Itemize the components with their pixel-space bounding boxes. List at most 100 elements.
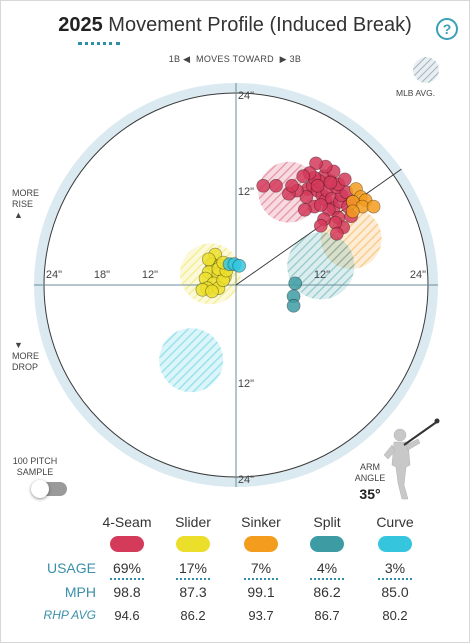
mph-value: 99.1 [247,584,275,600]
up-arrow-icon: ▲ [14,210,23,220]
usage-underline [244,578,278,580]
usage-underline [378,578,412,580]
more-drop-label: ▼ MORE DROP [12,340,39,373]
toggle-knob [31,480,49,498]
axis-label-top24: 24" [238,90,254,102]
pitch-point-4-seam [285,178,299,193]
axis-label-right24: 24" [410,269,426,281]
pitch-point-4-seam [337,172,352,187]
pitch-point-4-seam [296,169,311,184]
usage-value: 7% [250,560,272,576]
usage-value: 3% [384,560,406,576]
pitch-name: Curve [376,514,414,530]
mlb-average-curve-zone [159,328,224,393]
pitch-color-pill[interactable] [176,536,210,552]
arm-angle-line2: ANGLE [354,473,386,483]
rhp-avg-row-label: RHP AVG [43,608,96,622]
pitch-pill-row [0,536,470,554]
mph-value: 87.3 [179,584,207,600]
pitch-point-sinker [345,204,360,219]
axis-label-bottom12: 12" [238,378,254,390]
pitch-name: Split [313,514,341,530]
pitch-color-pill[interactable] [310,536,344,552]
rhp-avg-value: 86.7 [314,608,340,623]
arm-angle-value: 35° [359,486,381,502]
mlb-average-swatch-icon [413,57,439,83]
usage-underline [110,578,144,580]
title-year[interactable]: 2025 [58,14,103,36]
first-base-label: 1B [168,54,181,64]
pitch-color-pill[interactable] [378,536,412,552]
pitcher-silhouette-icon [383,418,440,500]
usage-underline [310,578,344,580]
pitch-point-sinker [366,199,381,214]
mph-value: 86.2 [313,584,341,600]
right-arrow-icon: ▶ [279,54,287,64]
more-rise-line2: RISE [12,199,34,209]
pitch-point-4-seam [323,175,338,190]
pitch-name-row: 4-Seam Slider Sinker Split Curve [0,514,470,532]
pitch-point-4-seam [310,178,325,193]
rhp-avg-value: 93.7 [248,608,274,623]
more-rise-label: MORE RISE ▲ [12,188,39,221]
usage-row: USAGE 69% 17% 7% 4% 3% [0,560,470,580]
arm-angle-line1: ARM [360,462,380,472]
pitch-color-pill[interactable] [110,536,144,552]
pitch-point-4-seam [313,198,328,212]
mph-row: MPH 98.8 87.3 99.1 86.2 85.0 [0,584,470,602]
pitch-color-pill[interactable] [244,536,278,552]
title-text: Movement Profile (Induced Break) [108,14,412,36]
axis-label-bottom24: 24" [238,474,254,486]
pitch-name: 4-Seam [102,514,152,530]
axis-label-left12: 12" [142,269,158,281]
rhp-avg-value: 86.2 [180,608,206,623]
mph-value: 98.8 [113,584,141,600]
more-rise-line1: MORE [12,188,39,198]
pitch-point-4-seam [297,202,312,217]
mph-row-label: MPH [64,584,96,600]
pitch-name: Sinker [241,514,281,530]
pitch-point-slider [205,284,219,299]
usage-value: 17% [178,560,208,576]
down-arrow-icon: ▼ [14,340,23,350]
year-selector-underline [78,42,120,45]
usage-value: 4% [316,560,338,576]
axis-label-top12: 12" [238,186,254,198]
movement-chart: 24" 12" 12" 24" 24" 18" 12" 12" 24" [34,83,438,487]
pitch-point-4-seam [269,178,283,193]
rhp-avg-value: 80.2 [382,608,408,623]
usage-row-label: USAGE [46,560,96,576]
more-drop-line2: DROP [12,362,39,372]
pitch-point-4-seam [313,218,328,233]
pitch-sample-toggle[interactable] [31,480,67,498]
third-base-label: 3B [289,54,302,64]
usage-underline [176,578,210,580]
rhp-avg-value: 94.6 [114,608,140,623]
pitch-point-slider [201,252,216,267]
pitch-point-curve [232,258,247,273]
arm-angle-label: ARM ANGLE [350,462,390,484]
pitch-point-split [288,276,303,291]
usage-value: 69% [112,560,142,576]
mlb-average-legend: MLB AVG. [396,88,436,98]
direction-label: 1B ◀ MOVES TOWARD ▶ 3B [0,54,470,65]
pitch-point-split [286,298,301,313]
moves-toward-label: MOVES TOWARD [196,54,274,64]
help-icon[interactable]: ? [436,18,458,40]
pitch-point-4-seam [256,178,271,193]
axis-label-left18: 18" [94,269,110,281]
pitch-sample-line2: SAMPLE [16,467,54,477]
mlb-average-split-zone [287,232,355,300]
mph-value: 85.0 [381,584,409,600]
rhp-avg-row: RHP AVG 94.6 86.2 93.7 86.7 80.2 [0,608,470,626]
pitch-point-4-seam [309,156,323,171]
pitch-sample-line1: 100 PITCH [12,456,58,466]
more-drop-line1: MORE [12,351,39,361]
pitch-sample-label: 100 PITCH SAMPLE [10,456,60,478]
left-arrow-icon: ◀ [183,54,191,64]
pitch-point-4-seam [329,226,344,241]
axis-label-left24: 24" [46,269,62,281]
pitch-name: Slider [175,514,211,530]
axis-label-right12: 12" [314,269,330,281]
page-title: 2025 Movement Profile (Induced Break) [0,14,470,37]
